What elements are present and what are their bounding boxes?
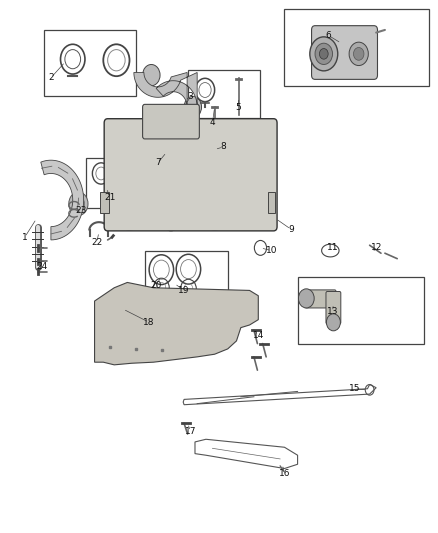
Text: 22: 22 — [91, 238, 102, 247]
FancyBboxPatch shape — [305, 290, 336, 308]
Circle shape — [184, 96, 201, 118]
Circle shape — [199, 312, 212, 328]
Circle shape — [195, 306, 217, 333]
Bar — [145, 251, 228, 301]
Circle shape — [199, 147, 221, 173]
Circle shape — [108, 312, 130, 338]
Circle shape — [112, 317, 125, 333]
Text: 23: 23 — [76, 206, 87, 215]
Text: 10: 10 — [265, 246, 277, 255]
Circle shape — [124, 154, 135, 167]
Bar — [44, 30, 136, 96]
Text: 19: 19 — [178, 286, 190, 295]
Circle shape — [315, 43, 332, 64]
Text: 14: 14 — [253, 331, 264, 340]
Circle shape — [353, 47, 364, 60]
Circle shape — [134, 309, 155, 336]
Text: 18: 18 — [143, 318, 155, 327]
Circle shape — [298, 289, 314, 308]
FancyBboxPatch shape — [311, 26, 378, 79]
Circle shape — [205, 207, 224, 230]
Circle shape — [205, 154, 216, 167]
Text: 16: 16 — [279, 470, 290, 478]
Circle shape — [349, 42, 368, 66]
Polygon shape — [171, 118, 180, 128]
Circle shape — [194, 140, 227, 180]
Polygon shape — [134, 72, 197, 107]
Text: 20: 20 — [150, 280, 161, 289]
FancyBboxPatch shape — [326, 292, 341, 324]
Text: 5: 5 — [236, 102, 241, 111]
Text: 17: 17 — [185, 427, 196, 436]
FancyBboxPatch shape — [104, 119, 277, 231]
Circle shape — [72, 196, 85, 211]
Bar — [86, 158, 145, 208]
FancyBboxPatch shape — [143, 104, 199, 139]
Circle shape — [163, 212, 179, 231]
Text: 11: 11 — [327, 244, 338, 253]
Circle shape — [326, 314, 340, 331]
Bar — [297, 277, 424, 344]
Circle shape — [143, 64, 160, 86]
Text: 21: 21 — [104, 193, 116, 202]
Text: 6: 6 — [325, 31, 331, 40]
Polygon shape — [95, 282, 258, 365]
Circle shape — [310, 37, 338, 71]
Bar — [188, 70, 261, 118]
Text: 8: 8 — [220, 142, 226, 151]
Text: 3: 3 — [188, 92, 194, 101]
Circle shape — [240, 209, 255, 228]
Text: 24: 24 — [36, 262, 48, 271]
Text: 7: 7 — [155, 158, 161, 167]
Text: 13: 13 — [327, 307, 338, 316]
Circle shape — [319, 49, 328, 59]
Circle shape — [230, 152, 247, 173]
Circle shape — [113, 140, 146, 180]
Polygon shape — [41, 160, 84, 240]
Text: 15: 15 — [349, 384, 360, 393]
Text: 12: 12 — [371, 244, 382, 253]
Polygon shape — [100, 192, 109, 213]
Circle shape — [226, 312, 239, 328]
Circle shape — [119, 147, 141, 173]
Text: 4: 4 — [210, 118, 215, 127]
Text: 2: 2 — [48, 73, 54, 82]
Circle shape — [164, 306, 186, 333]
Circle shape — [169, 312, 182, 328]
Text: 9: 9 — [288, 225, 294, 234]
Bar — [285, 9, 428, 86]
Polygon shape — [268, 192, 275, 213]
Text: 1: 1 — [22, 233, 28, 242]
Circle shape — [138, 314, 151, 330]
Circle shape — [69, 192, 88, 215]
Circle shape — [221, 306, 243, 333]
Circle shape — [225, 146, 253, 180]
Circle shape — [120, 207, 139, 230]
